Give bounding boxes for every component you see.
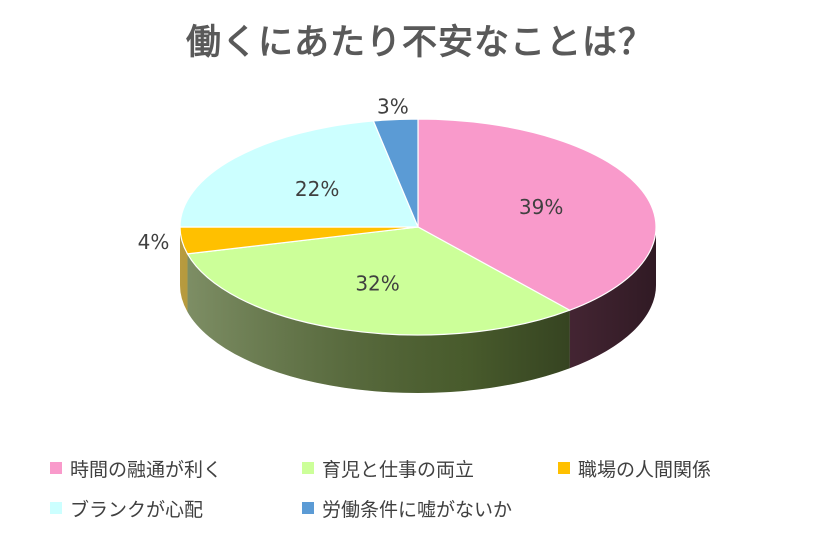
- legend-label-3: ブランクが心配: [70, 498, 204, 521]
- slice-label-1: 32%: [355, 271, 399, 295]
- legend-swatch-1: [302, 462, 314, 474]
- legend-label-2: 職場の人間関係: [578, 458, 712, 481]
- slice-label-2: 4%: [138, 230, 170, 254]
- legend-item-4: 労働条件に嘘がないか: [302, 495, 558, 522]
- legend: 時間の融通が利く 育児と仕事の両立 職場の人間関係 ブランクが心配 労働条件に嘘…: [50, 448, 810, 528]
- pie-slice-3: [179, 120, 419, 228]
- legend-item-0: 時間の融通が利く: [50, 455, 302, 482]
- legend-row-1: 時間の融通が利く 育児と仕事の両立 職場の人間関係: [50, 448, 810, 488]
- slice-label-0: 39%: [519, 195, 563, 219]
- chart-title: 働くにあたり不安なことは？: [185, 23, 654, 63]
- legend-label-1: 育児と仕事の両立: [322, 458, 475, 481]
- slice-label-4: 3%: [377, 95, 409, 119]
- legend-item-1: 育児と仕事の両立: [302, 455, 558, 482]
- slice-label-3: 22%: [295, 177, 339, 201]
- legend-item-3: ブランクが心配: [50, 495, 302, 522]
- pie-chart: 39% 32% 4% 22% 3%: [138, 95, 657, 394]
- legend-swatch-4: [302, 502, 314, 514]
- legend-swatch-3: [50, 502, 62, 514]
- pie-slice-1: [186, 226, 572, 336]
- legend-swatch-2: [558, 462, 570, 474]
- legend-label-4: 労働条件に嘘がないか: [322, 498, 513, 521]
- pie-side-shading: [180, 227, 656, 393]
- pie-slice-4: [372, 118, 419, 228]
- legend-item-2: 職場の人間関係: [558, 455, 798, 482]
- legend-swatch-0: [50, 462, 62, 474]
- pie-slice-0: [417, 118, 657, 311]
- legend-row-2: ブランクが心配 労働条件に嘘がないか: [50, 488, 810, 528]
- legend-label-0: 時間の融通が利く: [70, 458, 223, 481]
